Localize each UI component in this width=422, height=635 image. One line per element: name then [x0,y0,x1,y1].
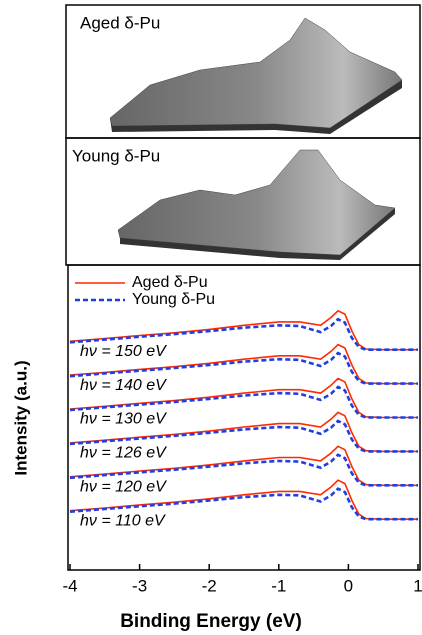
spectrum-line [69,309,418,351]
legend-label: Aged δ-Pu [132,274,208,291]
annotation: hν = 150 eV [80,343,167,360]
x-axis-label: Binding Energy (eV) [120,611,302,632]
spectrum-line [69,317,418,351]
annotation: hν = 140 eV [80,377,167,394]
x-tick-label: 1 [413,576,422,595]
spectrum-line [69,419,418,453]
y-axis-label: Intensity (a.u.) [11,360,30,475]
legend-label: Young δ-Pu [132,291,215,308]
x-tick-label: -2 [202,576,217,595]
x-tick-label: -1 [271,576,286,595]
x-tick-label: -4 [62,576,77,595]
annotation: hν = 120 eV [80,478,167,495]
spectrum-line [69,411,418,453]
surface [117,149,396,256]
surface [109,17,403,129]
surface-side [120,208,395,260]
inset-title: Young δ-Pu [72,146,160,165]
spectrum-line [69,445,418,487]
spectrum-line [69,479,418,520]
spectrum-line [69,377,418,419]
plot-frame [67,264,421,571]
x-tick-label: 0 [344,576,353,595]
inset-title: Aged δ-Pu [80,13,160,32]
annotation: hν = 110 eV [80,512,166,529]
spectrum-line [69,385,418,419]
spectrum-line [69,343,418,385]
annotation: hν = 126 eV [80,445,167,462]
surface-side [110,80,402,134]
spectrum-line [69,487,418,521]
annotation: hν = 130 eV [80,411,167,428]
x-tick-label: -3 [132,576,147,595]
spectrum-line [69,453,418,487]
spectrum-line [69,351,418,385]
